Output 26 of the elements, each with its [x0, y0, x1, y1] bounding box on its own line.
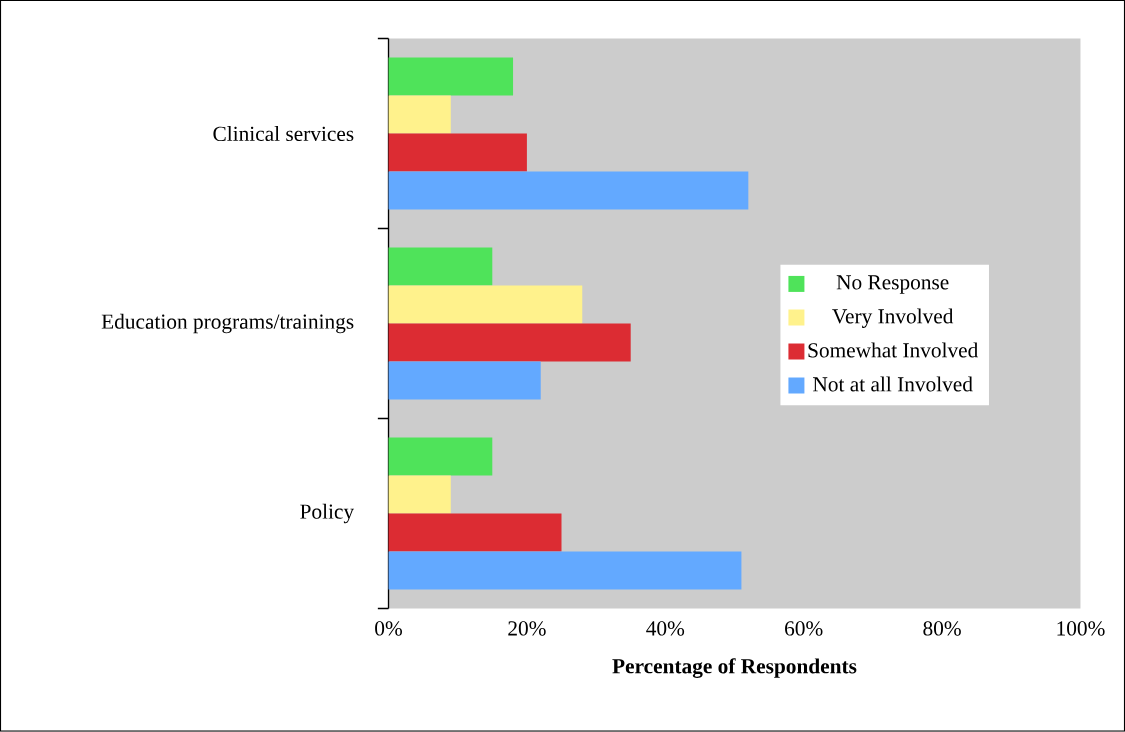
bar	[388, 475, 451, 514]
y-tick-label: Education programs/trainings	[101, 313, 354, 334]
legend-label: Very Involved	[832, 308, 954, 329]
legend-label: Not at all Involved	[813, 376, 973, 392]
legend-label: No Response	[836, 275, 949, 294]
x-tick-label: 60%	[785, 621, 823, 636]
bar	[388, 513, 562, 552]
x-tick-label: 40%	[646, 621, 685, 636]
x-tick-label: 80%	[923, 621, 961, 636]
bar	[388, 95, 451, 134]
x-tick-label: 100%	[1057, 621, 1105, 636]
x-tick-label: 20%	[508, 621, 546, 636]
bar	[388, 133, 527, 172]
bar	[388, 437, 493, 476]
bar	[388, 247, 493, 286]
x-tick-label: 0%	[375, 621, 402, 636]
bar	[388, 285, 583, 324]
x-axis-title: Percentage of Respondents	[612, 658, 857, 679]
y-tick-label: Policy	[300, 503, 355, 524]
bar	[388, 57, 514, 96]
legend-label: Somewhat Involved	[808, 342, 979, 358]
y-tick-label: Clinical services	[213, 126, 354, 142]
bar	[388, 323, 631, 362]
bar	[388, 551, 742, 590]
bar	[388, 361, 541, 400]
bar	[388, 171, 749, 210]
